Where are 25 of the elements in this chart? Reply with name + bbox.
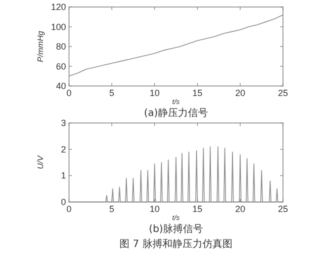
y-tick-label: 1 <box>60 170 66 181</box>
x-tick-label: 15 <box>192 88 202 98</box>
text: (a)静压力信号 <box>144 107 208 119</box>
y-tick-label: 80 <box>56 42 66 52</box>
line-series <box>68 14 284 77</box>
x-tick-label: 5 <box>109 88 114 98</box>
y-tick-label: 3 <box>60 118 66 128</box>
y-tick-label: 60 <box>56 61 66 72</box>
x-tick-label: 25 <box>278 88 288 98</box>
y-axis-title: P/mmHg <box>36 30 45 62</box>
x-tick-label: 10 <box>150 88 160 98</box>
x-tick-label: 25 <box>278 204 288 214</box>
y-tick-label: 40 <box>56 81 66 91</box>
x-tick-label: 20 <box>235 88 246 98</box>
x-tick-label: 10 <box>150 204 160 214</box>
y-tick-label: 120 <box>50 2 66 12</box>
y-tick-label: 0 <box>60 197 66 207</box>
x-tick-label: 15 <box>192 204 202 214</box>
caption: 图 7 脉搏和静压力仿真图 <box>120 238 232 250</box>
y-tick-label: 2 <box>60 144 66 154</box>
y-axis-title: U/V <box>36 155 45 170</box>
x-tick-label: 20 <box>235 204 246 214</box>
text: (b)脉搏信号 <box>148 223 204 235</box>
x-tick-label: 5 <box>109 204 114 214</box>
y-tick-label: 100 <box>50 22 66 32</box>
